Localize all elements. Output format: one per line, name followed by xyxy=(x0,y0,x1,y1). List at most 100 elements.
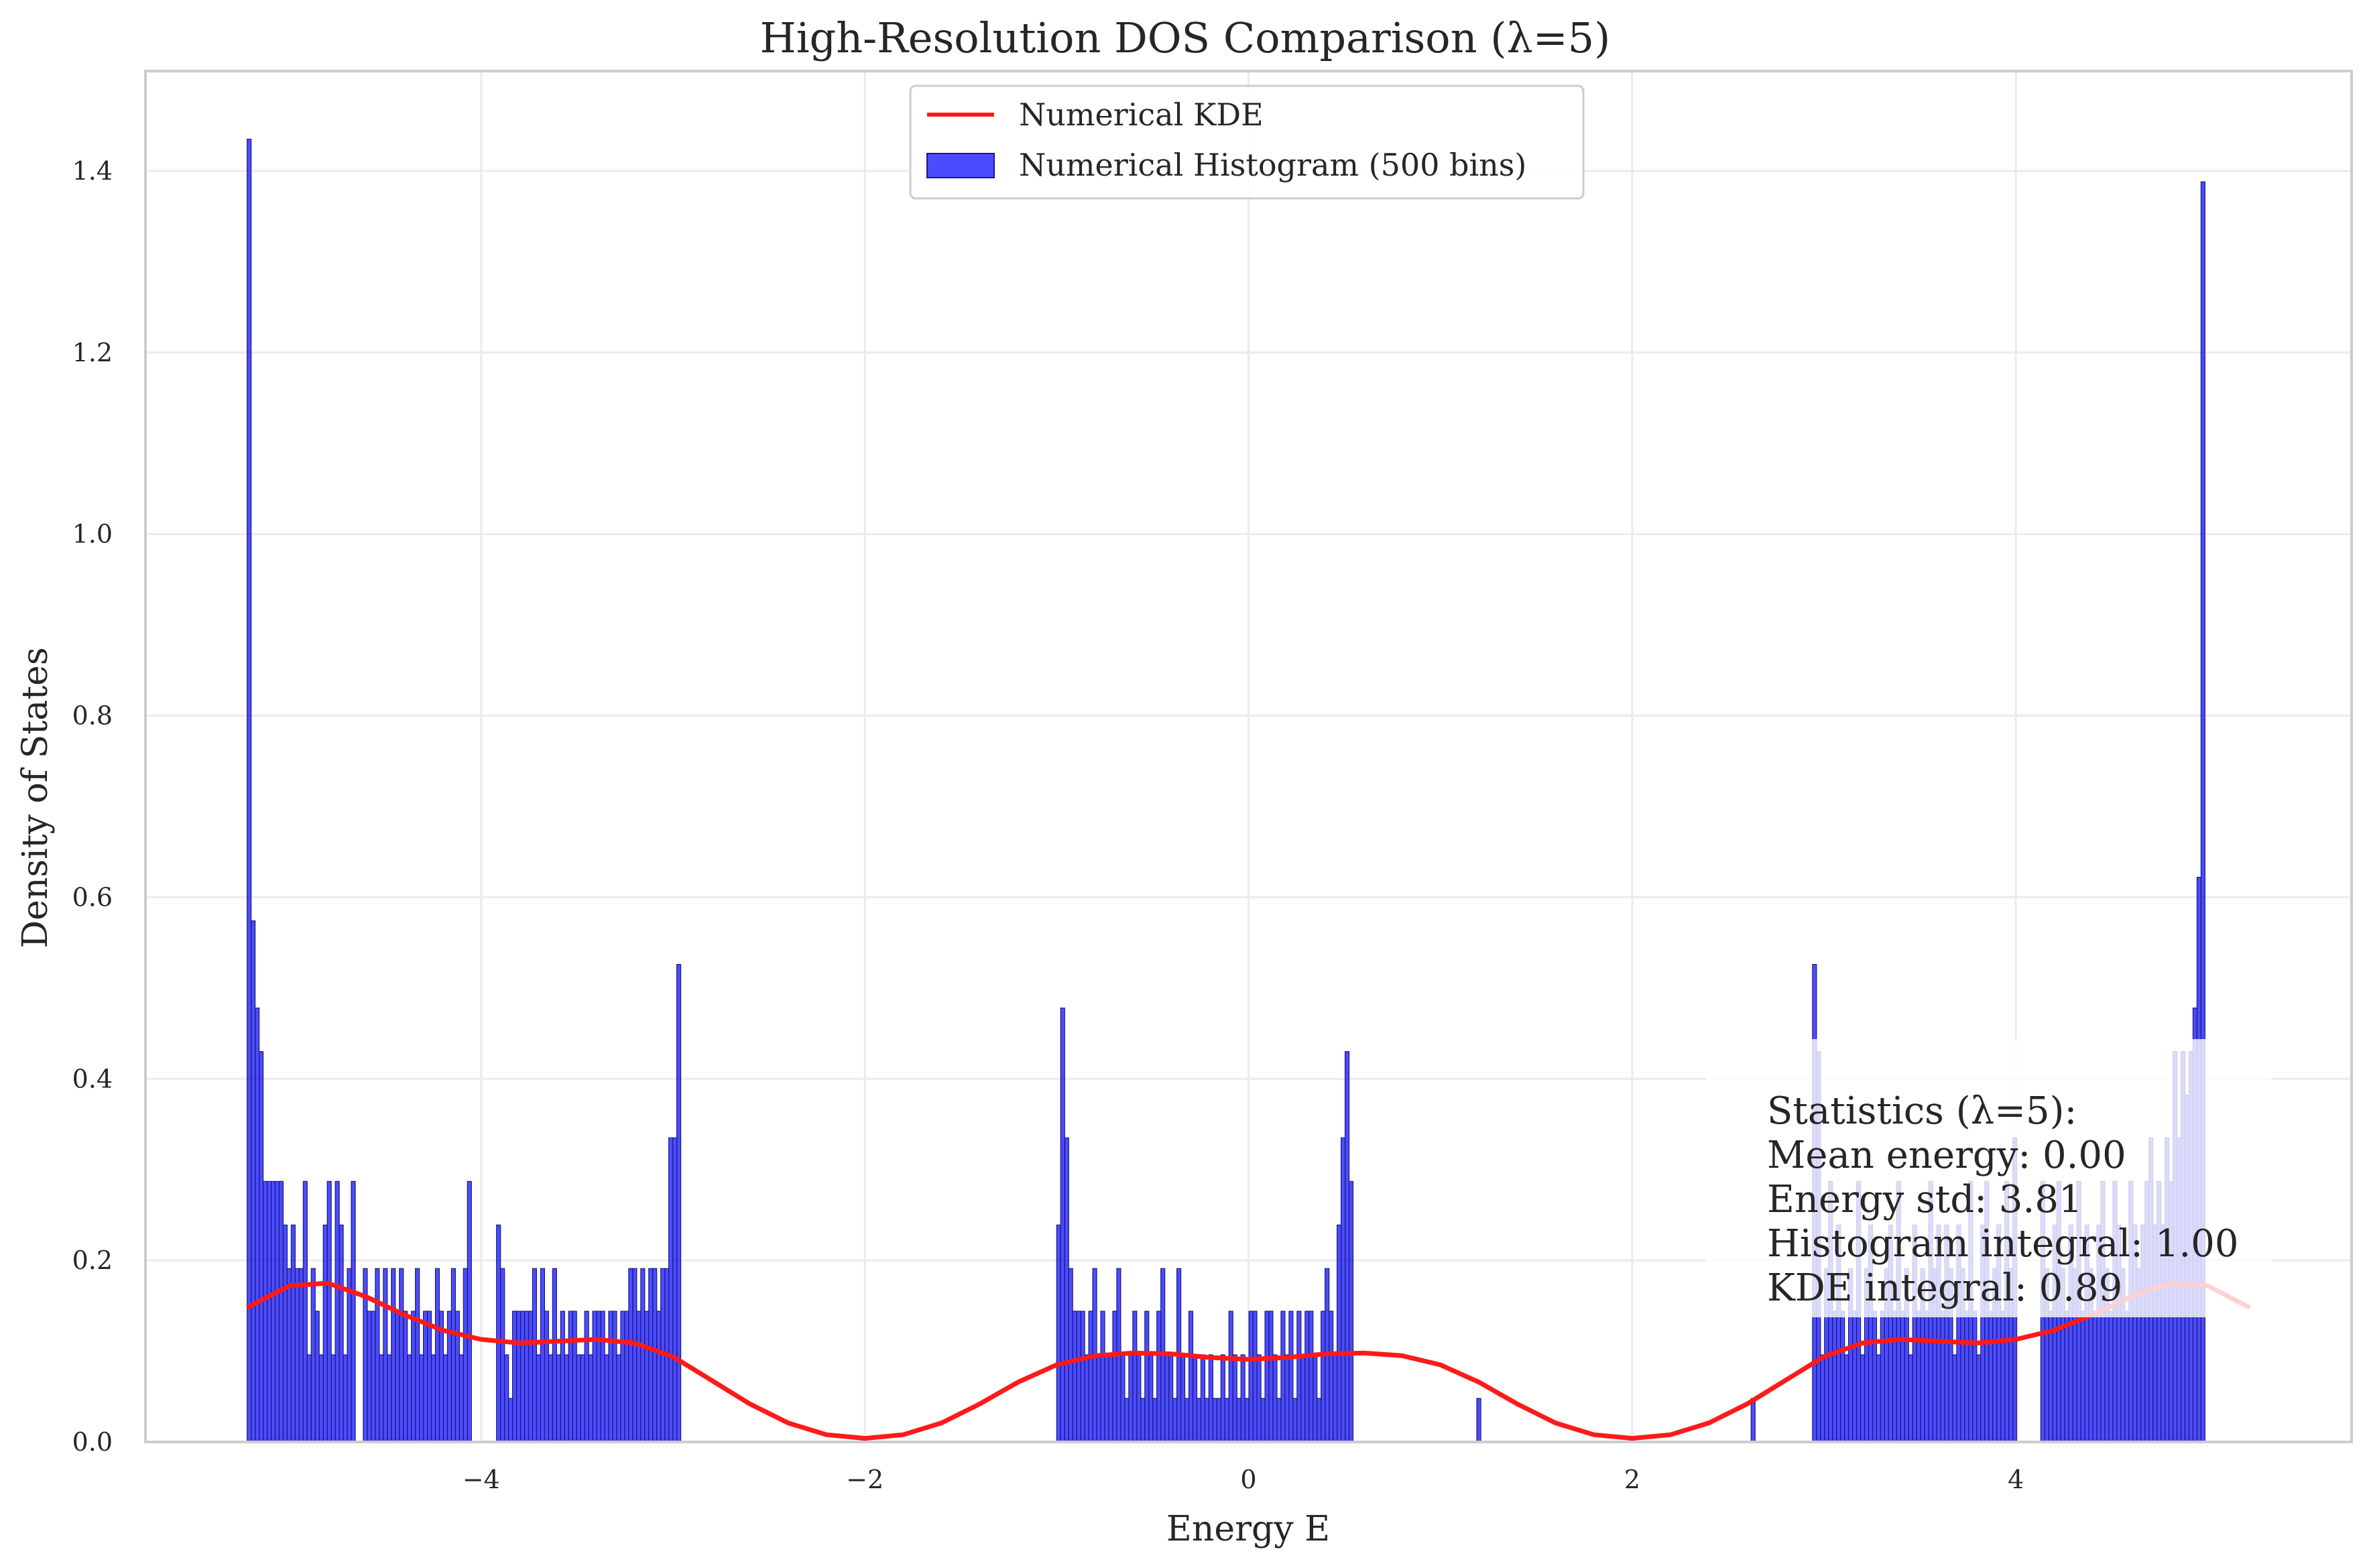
histogram-bar xyxy=(1900,1311,1905,1443)
histogram-bar xyxy=(1300,1354,1306,1443)
histogram-bar xyxy=(367,1311,372,1443)
histogram-bar xyxy=(1148,1354,1154,1443)
histogram-bar xyxy=(560,1311,565,1443)
histogram-bar xyxy=(1108,1354,1113,1443)
histogram-bar xyxy=(1244,1398,1250,1443)
histogram-bar xyxy=(1264,1311,1270,1443)
histogram-bar xyxy=(1112,1311,1117,1443)
y-tick-label: 0.2 xyxy=(72,1246,113,1275)
histogram-bar xyxy=(1232,1354,1237,1443)
histogram-bar xyxy=(520,1311,526,1443)
histogram-bar xyxy=(1988,1311,1994,1443)
histogram-bar xyxy=(580,1354,585,1443)
axis-ticks: −4 −2 0 2 4 0.0 0.2 0.4 0.6 0.8 1.0 1.2 1.4 xyxy=(72,156,2024,1494)
histogram-bar xyxy=(258,1051,264,1443)
histogram-bar xyxy=(1152,1398,1158,1443)
histogram-bar xyxy=(347,1268,352,1443)
histogram-bar xyxy=(371,1311,376,1443)
histogram-bar xyxy=(511,1311,518,1443)
histogram-bar xyxy=(1284,1354,1290,1443)
histogram-bar xyxy=(628,1268,633,1443)
histogram-bar xyxy=(1333,1354,1338,1443)
histogram-bar xyxy=(1892,1311,1897,1443)
histogram-bar xyxy=(528,1311,534,1443)
histogram-bar xyxy=(1256,1354,1262,1443)
legend-histogram-swatch xyxy=(926,153,995,178)
y-tick-label: 0.4 xyxy=(72,1064,113,1093)
histogram-bar xyxy=(668,1137,674,1443)
y-axis-label: Density of States xyxy=(15,647,56,948)
histogram-bar xyxy=(247,138,252,1443)
histogram-bar xyxy=(1204,1398,1209,1443)
histogram-bar xyxy=(536,1354,542,1443)
histogram-bar xyxy=(600,1311,605,1443)
histogram-bar xyxy=(1309,1311,1314,1443)
histogram-bar xyxy=(1852,1311,1858,1443)
y-tick-label: 1.0 xyxy=(72,520,113,549)
histogram-bar xyxy=(1272,1354,1278,1443)
histogram-bar xyxy=(1750,1398,1756,1443)
histogram-bar xyxy=(1964,1311,1969,1443)
kde-layer xyxy=(246,1280,2251,1441)
histogram-bar xyxy=(552,1268,557,1443)
histogram-bar xyxy=(676,964,682,1443)
histogram-bar xyxy=(407,1354,412,1443)
histogram-bar xyxy=(624,1311,629,1443)
histogram-bar xyxy=(632,1268,637,1443)
histogram-bar xyxy=(1972,1311,1978,1443)
histogram-bar xyxy=(326,1181,332,1443)
histogram-bar xyxy=(426,1311,432,1443)
histogram-bar xyxy=(1216,1398,1221,1443)
histogram-bar xyxy=(1208,1354,1213,1443)
histogram-bar xyxy=(656,1311,662,1443)
histogram-bar xyxy=(302,1181,308,1443)
histogram-bar xyxy=(1336,1224,1342,1443)
legend-frame xyxy=(909,84,1585,200)
histogram-bar xyxy=(1240,1354,1245,1443)
histogram-bar xyxy=(1200,1354,1206,1443)
histogram-bar xyxy=(459,1354,464,1443)
histogram-bar xyxy=(330,1354,336,1443)
y-tick-label: 0.6 xyxy=(72,882,113,912)
histogram-bar xyxy=(524,1311,530,1443)
legend-kde-label: Numerical KDE xyxy=(1019,97,1264,133)
histogram-bar xyxy=(608,1311,613,1443)
histogram-bar xyxy=(1196,1398,1202,1443)
histogram-bar xyxy=(1172,1398,1178,1443)
grid xyxy=(145,71,2352,1443)
histogram-bar xyxy=(504,1354,509,1443)
histogram-bar xyxy=(1056,1224,1061,1443)
histogram-bar xyxy=(1276,1398,1282,1443)
histogram-bar xyxy=(1832,1311,1837,1443)
x-tick-label: −4 xyxy=(463,1465,500,1494)
histogram-bar xyxy=(1924,1311,1929,1443)
kde-line xyxy=(246,1280,2251,1441)
histogram-bar xyxy=(1304,1311,1310,1443)
histogram-bar xyxy=(1132,1311,1138,1443)
histogram-bar xyxy=(500,1268,505,1443)
histogram-bar xyxy=(274,1181,280,1443)
stats-line: Mean energy: 0.00 xyxy=(1767,1134,2126,1177)
histogram-bar xyxy=(1104,1354,1109,1443)
histogram-bar xyxy=(415,1268,420,1443)
histogram-bar xyxy=(294,1268,300,1443)
histogram-bar xyxy=(1317,1398,1322,1443)
histogram-bar xyxy=(1164,1354,1170,1443)
stats-box-background xyxy=(1706,1039,2271,1317)
histogram-bar xyxy=(1292,1398,1298,1443)
histogram-bar xyxy=(1192,1354,1198,1443)
histogram-bar xyxy=(508,1398,513,1443)
histogram-bar xyxy=(290,1224,296,1443)
histogram-bar xyxy=(1476,1398,1481,1443)
histogram-bar xyxy=(270,1181,276,1443)
y-tick-label: 1.4 xyxy=(72,156,113,186)
stats-line: Energy std: 3.81 xyxy=(1767,1178,2083,1221)
histogram-bar xyxy=(1084,1354,1089,1443)
histogram-bar xyxy=(1076,1311,1081,1443)
histogram-bar xyxy=(463,1268,468,1443)
histogram-bar xyxy=(1096,1354,1101,1443)
histogram-bar xyxy=(335,1181,340,1443)
histogram-bar xyxy=(588,1354,593,1443)
legend-histogram-label: Numerical Histogram (500 bins) xyxy=(1019,147,1526,183)
